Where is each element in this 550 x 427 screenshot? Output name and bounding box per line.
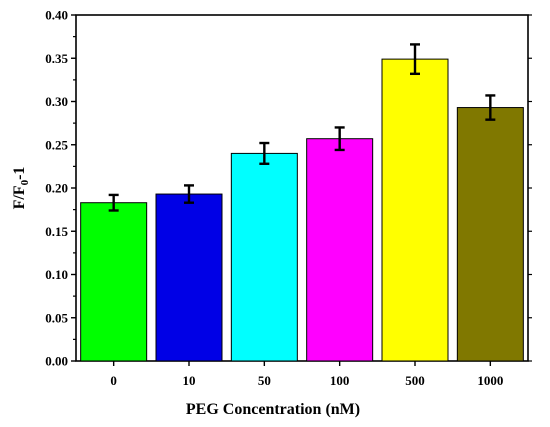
bars [80,58,524,362]
y-axis-title-subscript: 0 [19,179,31,185]
bar-100 [306,138,374,362]
x-tick-label: 50 [258,373,271,388]
bar-1000 [456,107,524,362]
x-tick-label: 1000 [477,373,503,388]
bar-50 [230,152,298,362]
y-axis-title-suffix: -1 [11,167,28,180]
x-tick-label: 100 [330,373,350,388]
y-tick-label: 0.05 [45,310,68,325]
bar-10 [155,193,223,362]
y-tick-label: 0.15 [45,224,68,239]
y-tick-label: 0.40 [45,8,68,23]
y-axis-title-main: F/F [11,185,28,209]
y-tick-label: 0.25 [45,137,68,152]
x-axis-ticks: 0 10 50 100 500 1000 [110,361,503,388]
x-tick-label: 0 [110,373,117,388]
y-tick-label: 0.00 [45,354,68,369]
y-tick-label: 0.35 [45,51,68,66]
y-tick-label: 0.30 [45,94,68,109]
x-tick-label: 10 [183,373,196,388]
bar-0 [80,202,148,362]
error-bars [108,43,496,212]
x-axis-title: PEG Concentration (nM) [186,401,360,418]
y-axis-title: F/F0-1 [11,167,31,210]
y-tick-label: 0.20 [45,181,68,196]
y-axis-ticks: 0.00 0.05 0.10 0.15 0.20 0.25 0.30 0.35 0.40 [45,8,532,369]
bar-500 [381,58,449,362]
x-tick-label: 500 [405,373,425,388]
y-tick-label: 0.10 [45,267,68,282]
